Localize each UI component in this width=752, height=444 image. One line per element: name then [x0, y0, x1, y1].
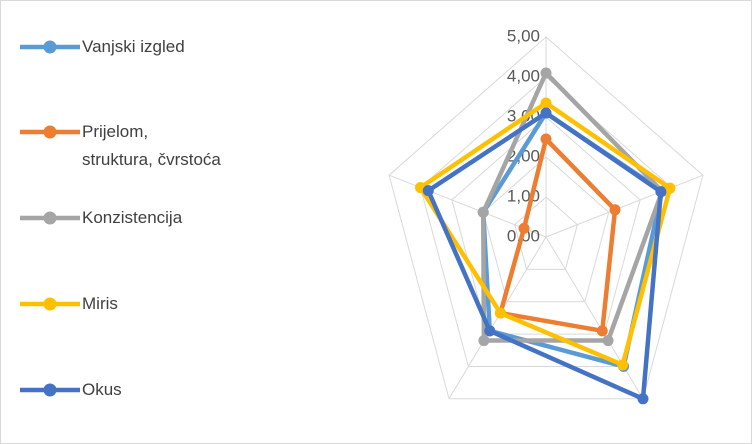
legend-label: Okus — [82, 380, 122, 399]
legend-swatch — [20, 383, 80, 397]
series-line — [418, 100, 673, 368]
data-point — [596, 325, 608, 337]
legend-swatch — [20, 211, 80, 225]
series-line — [498, 136, 618, 334]
legend-swatch — [20, 297, 80, 311]
legend-label: Vanjski izgled — [82, 37, 185, 56]
legend-entry: Vanjski izgled — [20, 33, 280, 73]
data-point — [664, 182, 676, 194]
legend-swatch — [20, 40, 80, 54]
legend-marker — [43, 297, 57, 311]
data-point — [540, 107, 552, 119]
grid-line — [419, 76, 673, 367]
legend-marker — [43, 383, 57, 397]
data-point — [518, 222, 530, 234]
data-point — [609, 204, 621, 216]
legend-entry: Okus — [20, 376, 280, 416]
legend-label: Prijelom, struktura, čvrstoća — [82, 122, 221, 169]
data-point — [540, 97, 552, 109]
data-point — [540, 67, 552, 79]
data-point — [422, 185, 434, 197]
grid-line — [482, 156, 610, 303]
legend-marker — [43, 40, 57, 54]
legend-marker — [43, 211, 57, 225]
data-point — [540, 133, 552, 145]
data-point — [655, 186, 667, 198]
series-line — [426, 110, 664, 402]
legend-swatch — [20, 125, 80, 139]
axis-spoke — [448, 236, 547, 400]
tick-label: 4,00 — [507, 66, 540, 85]
data-point — [484, 325, 496, 337]
legend-marker — [43, 125, 57, 139]
data-point — [637, 393, 649, 405]
axis-spoke — [545, 174, 704, 238]
data-point — [602, 335, 614, 347]
grid-line — [388, 36, 704, 400]
legend-label: Konzistencija — [82, 208, 183, 227]
tick-label: 5,00 — [507, 26, 540, 45]
data-point — [617, 359, 629, 371]
legend-entry: Konzistencija — [20, 204, 280, 244]
legend-entry: Prijelom, struktura, čvrstoća — [20, 118, 280, 169]
axis-spoke — [545, 236, 644, 400]
legend-label: Miris — [82, 294, 118, 313]
data-point — [494, 307, 506, 319]
grid-line — [514, 196, 578, 270]
legend-entry: Miris — [20, 290, 280, 330]
data-point — [477, 206, 489, 218]
data-point — [478, 335, 490, 347]
